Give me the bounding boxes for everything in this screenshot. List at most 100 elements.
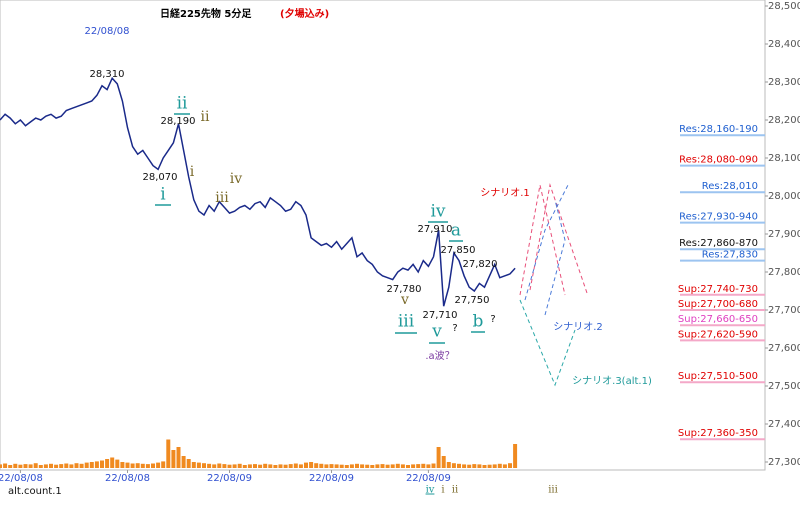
volume-bar	[293, 463, 298, 468]
volume-bar	[309, 462, 314, 468]
volume-bar	[125, 462, 130, 468]
level-label: Sup:27,510-500	[678, 371, 758, 382]
volume-bar	[339, 464, 344, 468]
price-note: 27,850	[441, 245, 476, 256]
volume-bar	[360, 464, 365, 468]
volume-bar	[237, 463, 242, 468]
volume-bar	[130, 463, 135, 468]
y-tick-label: 28,000	[768, 191, 800, 202]
volume-bar	[74, 463, 79, 468]
plot-frame	[0, 0, 766, 471]
volume-bar	[242, 465, 247, 468]
volume-bar	[472, 464, 477, 468]
wave-label: i	[160, 185, 166, 205]
volume-bar	[344, 465, 349, 468]
volume-bar	[385, 464, 390, 468]
volume-bar	[395, 463, 400, 468]
volume-bar	[8, 465, 13, 468]
wave-label: iii	[548, 485, 558, 496]
volume-bar	[441, 456, 446, 468]
volume-bar	[166, 439, 171, 468]
volume-bar	[181, 456, 186, 468]
volume-bar	[43, 464, 48, 468]
volume-bar	[446, 462, 451, 468]
volume-bar	[278, 464, 283, 468]
scenario-lines	[519, 183, 588, 387]
wave-label: iii	[398, 312, 415, 332]
volume-bar	[186, 459, 191, 468]
question-mark: ?	[490, 314, 495, 325]
scenario-label: シナリオ.3(alt.1)	[572, 375, 652, 387]
volume-bar	[176, 447, 181, 468]
volume-bar	[380, 464, 385, 468]
chart-subtitle: (夕場込み)	[280, 7, 329, 20]
volume-bar	[375, 464, 380, 468]
volume-bar	[298, 464, 303, 468]
wave-label: ii	[201, 109, 210, 125]
volume-bar	[467, 464, 472, 468]
price-note: 28,070	[143, 172, 178, 183]
wave-label: v	[431, 322, 442, 342]
volume-bar	[171, 450, 176, 468]
level-label: Sup:27,360-350	[678, 428, 758, 439]
volume-bar	[365, 464, 370, 468]
y-tick-label: 28,500	[768, 1, 800, 12]
volume-bar	[253, 464, 257, 468]
y-tick-label: 28,200	[768, 115, 800, 126]
wave-note: .a波？	[425, 349, 454, 362]
volume-bar	[411, 464, 416, 468]
volume-bar	[49, 463, 53, 468]
volume-bar	[421, 463, 426, 468]
level-label: Res:27,830	[702, 250, 758, 261]
x-tick-label: 22/08/08	[105, 473, 150, 484]
annotations: 22/08/08 28,310 ii ii 28,190 28,070 i i …	[8, 26, 652, 497]
volume-bar	[329, 464, 334, 468]
volume-bar	[33, 463, 38, 468]
x-tick-label: 22/08/09	[207, 473, 252, 484]
volume-bar	[314, 463, 319, 468]
wave-label: ii	[452, 485, 458, 496]
volume-bar	[462, 464, 467, 468]
price-note: 27,750	[455, 295, 490, 306]
volume-bar	[110, 457, 115, 468]
y-tick-label: 27,700	[768, 305, 800, 316]
volume-bar	[135, 463, 140, 468]
level-label: Res:27,860-870	[679, 238, 758, 249]
volume-bar	[370, 465, 375, 468]
y-tick-label: 27,800	[768, 267, 800, 278]
scenario-label: シナリオ.2	[553, 321, 603, 333]
y-tick-label: 28,100	[768, 153, 800, 164]
wave-label: iv	[426, 485, 435, 496]
volume-bar	[482, 465, 487, 468]
volume-bar	[431, 463, 436, 468]
level-label: Res:28,010	[702, 181, 758, 192]
count-note: alt.count.1	[8, 486, 62, 497]
volume-bar	[502, 464, 507, 468]
volume-bar	[202, 463, 206, 468]
wave-label: ii	[177, 94, 188, 114]
volume-bar	[227, 464, 232, 468]
price-note: 28,190	[161, 116, 196, 127]
x-tick-label: 22/08/09	[406, 473, 451, 484]
volume-bar	[105, 459, 110, 468]
wave-label: v	[400, 292, 409, 308]
y-tick-label: 27,600	[768, 343, 800, 354]
level-label: Res:28,160-190	[679, 124, 758, 135]
question-mark: ?	[452, 323, 457, 334]
volume-bar	[94, 461, 99, 468]
volume-bar	[156, 462, 161, 468]
wave-label: b	[473, 312, 484, 332]
y-tick-label: 27,300	[768, 457, 800, 468]
volume-bar	[436, 447, 441, 468]
volume-bar	[100, 460, 104, 468]
volume-bar	[457, 463, 461, 468]
volume-bar	[217, 463, 222, 468]
volume-bar	[23, 464, 28, 468]
date-note: 22/08/08	[85, 26, 130, 37]
volume-bar	[84, 462, 89, 468]
volume-bar	[120, 462, 125, 468]
wave-label: iv	[230, 171, 242, 187]
volume-bar	[79, 463, 84, 468]
volume-bar	[400, 464, 405, 468]
